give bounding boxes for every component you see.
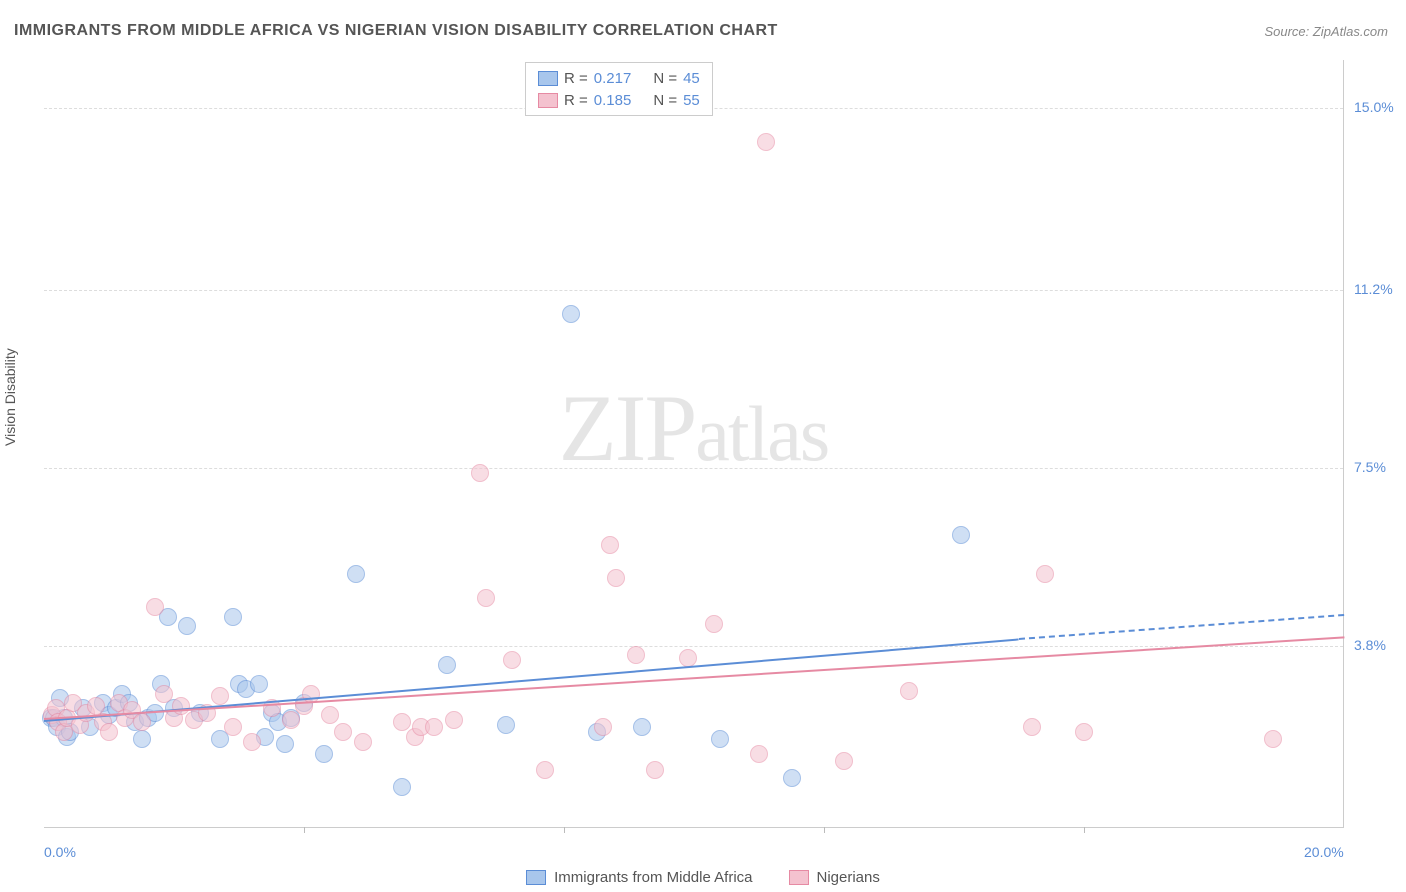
plot-area: ZIPatlas [44, 60, 1344, 828]
source-prefix: Source: [1264, 24, 1312, 39]
scatter-point [146, 598, 164, 616]
trend-line [1019, 614, 1344, 640]
legend-swatch-series1 [526, 870, 546, 885]
y-gridline [44, 468, 1343, 469]
legend-label-series1: Immigrants from Middle Africa [554, 869, 752, 886]
scatter-point [679, 649, 697, 667]
legend-item-series1: Immigrants from Middle Africa [526, 869, 752, 886]
y-gridline [44, 646, 1343, 647]
watermark-atlas: atlas [695, 390, 828, 477]
scatter-point [1036, 565, 1054, 583]
scatter-point [211, 687, 229, 705]
legend-stats-row: R = 0.185 N = 55 [538, 89, 700, 111]
x-minor-tick [824, 827, 825, 833]
y-tick-label: 15.0% [1354, 99, 1394, 115]
scatter-point [243, 733, 261, 751]
scatter-point [536, 761, 554, 779]
y-gridline [44, 290, 1343, 291]
scatter-point [646, 761, 664, 779]
scatter-point [607, 569, 625, 587]
watermark: ZIPatlas [559, 373, 828, 483]
scatter-point [783, 769, 801, 787]
scatter-point [750, 745, 768, 763]
scatter-point [87, 697, 105, 715]
scatter-point [477, 589, 495, 607]
source-credit: Source: ZipAtlas.com [1264, 24, 1388, 39]
legend-swatch [538, 71, 558, 86]
legend-swatch-series2 [789, 870, 809, 885]
scatter-point [757, 133, 775, 151]
scatter-point [601, 536, 619, 554]
legend-label-series2: Nigerians [817, 869, 880, 886]
legend-n-value: 45 [683, 70, 700, 87]
legend-r-label: R = [564, 92, 588, 109]
y-tick-label: 3.8% [1354, 637, 1386, 653]
scatter-point [497, 716, 515, 734]
scatter-point [100, 723, 118, 741]
scatter-point [321, 706, 339, 724]
scatter-point [250, 675, 268, 693]
y-tick-label: 7.5% [1354, 459, 1386, 475]
legend-n-label: N = [653, 92, 677, 109]
y-axis-label: Vision Disability [2, 348, 18, 446]
scatter-point [705, 615, 723, 633]
scatter-point [282, 711, 300, 729]
scatter-point [711, 730, 729, 748]
scatter-point [224, 718, 242, 736]
scatter-point [155, 685, 173, 703]
x-tick-label: 0.0% [44, 844, 76, 860]
scatter-point [393, 778, 411, 796]
scatter-point [315, 745, 333, 763]
legend-r-value: 0.217 [594, 70, 632, 87]
legend-r-value: 0.185 [594, 92, 632, 109]
scatter-point [1264, 730, 1282, 748]
legend-swatch [538, 93, 558, 108]
y-tick-label: 11.2% [1354, 281, 1393, 297]
legend-r-label: R = [564, 70, 588, 87]
scatter-point [445, 711, 463, 729]
legend-n-label: N = [653, 70, 677, 87]
scatter-point [354, 733, 372, 751]
scatter-point [425, 718, 443, 736]
chart-title: IMMIGRANTS FROM MIDDLE AFRICA VS NIGERIA… [14, 22, 778, 40]
scatter-point [347, 565, 365, 583]
x-minor-tick [1084, 827, 1085, 833]
scatter-point [952, 526, 970, 544]
scatter-point [438, 656, 456, 674]
scatter-point [276, 735, 294, 753]
scatter-point [1075, 723, 1093, 741]
legend-bottom: Immigrants from Middle Africa Nigerians [0, 869, 1406, 886]
scatter-point [562, 305, 580, 323]
scatter-point [900, 682, 918, 700]
legend-item-series2: Nigerians [789, 869, 880, 886]
scatter-point [633, 718, 651, 736]
scatter-point [334, 723, 352, 741]
scatter-point [133, 713, 151, 731]
scatter-point [224, 608, 242, 626]
watermark-zip: ZIP [559, 375, 696, 481]
x-tick-label: 20.0% [1304, 844, 1344, 860]
scatter-point [133, 730, 151, 748]
legend-stats-row: R = 0.217 N = 45 [538, 67, 700, 89]
scatter-point [503, 651, 521, 669]
scatter-point [471, 464, 489, 482]
x-minor-tick [304, 827, 305, 833]
legend-n-value: 55 [683, 92, 700, 109]
chart-container: IMMIGRANTS FROM MIDDLE AFRICA VS NIGERIA… [0, 0, 1406, 892]
scatter-point [835, 752, 853, 770]
legend-stats: R = 0.217 N = 45 R = 0.185 N = 55 [525, 62, 713, 116]
scatter-point [178, 617, 196, 635]
scatter-point [627, 646, 645, 664]
source-name: ZipAtlas.com [1313, 24, 1388, 39]
scatter-point [1023, 718, 1041, 736]
x-minor-tick [564, 827, 565, 833]
scatter-point [393, 713, 411, 731]
scatter-point [172, 697, 190, 715]
scatter-point [594, 718, 612, 736]
